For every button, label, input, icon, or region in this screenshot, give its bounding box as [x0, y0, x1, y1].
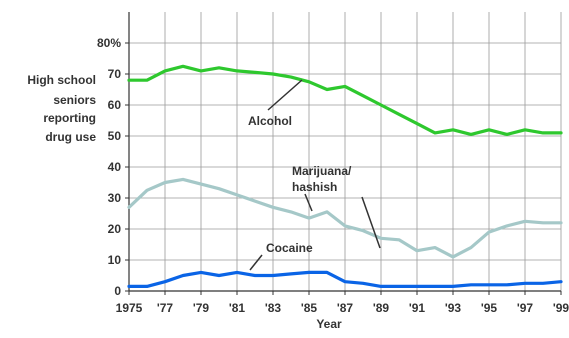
axes	[125, 12, 562, 295]
marijuana-leader-line-right	[361, 196, 381, 249]
y-tick-label-50: 50	[108, 129, 122, 143]
x-tick-label-1997: '97	[517, 301, 534, 315]
y-axis-title-line-2: seniors	[53, 93, 96, 107]
alcohol-leader-line	[267, 79, 303, 111]
series-lines	[127, 64, 563, 288]
x-tick-label-1993: '93	[445, 301, 462, 315]
cocaine-series-label: Cocaine	[266, 241, 313, 255]
y-axis-title-line-3: reporting	[43, 111, 96, 125]
y-tick-label-60: 60	[108, 98, 122, 112]
cocaine-leader-line	[249, 254, 263, 271]
y-axis-title-line-1: High school	[27, 73, 96, 87]
x-tick-label-1975: 1975	[116, 301, 143, 315]
x-tick-label-1999: '99	[553, 301, 569, 315]
y-tick-label-40: 40	[108, 160, 122, 174]
marijuana-leader-line-left	[304, 193, 313, 212]
y-tick-label-0: 0	[114, 284, 121, 298]
y-tick-label-80: 80%	[97, 36, 121, 50]
series-line-alcohol	[127, 64, 563, 136]
x-axis-title: Year	[316, 317, 342, 331]
gridlines	[129, 12, 562, 291]
y-tick-label-70: 70	[108, 67, 122, 81]
x-tick-label-1983: '83	[265, 301, 282, 315]
series-line-cocaine	[127, 270, 563, 288]
x-tick-label-1981: '81	[229, 301, 246, 315]
y-tick-label-30: 30	[108, 191, 122, 205]
x-tick-label-1977: '77	[157, 301, 174, 315]
y-tick-label-10: 10	[108, 253, 122, 267]
axis-titles: Year High school seniors reporting drug use	[27, 73, 342, 331]
x-tick-label-1995: '95	[481, 301, 498, 315]
x-tick-label-1989: '89	[373, 301, 390, 315]
x-tick-label-1987: '87	[337, 301, 354, 315]
y-axis-title-line-4: drug use	[45, 130, 96, 144]
y-tick-label-20: 20	[108, 222, 122, 236]
series-line-marijuana-hashish	[127, 177, 563, 259]
tick-labels: 1975 '77 '79 '81 '83 '85 '87 '89 '91 '93 '95 '97 '99…	[97, 36, 569, 315]
series-labels: Alcohol Marijuana/hashish Cocaine	[248, 79, 381, 271]
marijuana-series-label-line1: Marijuana/	[292, 164, 352, 178]
alcohol-series-label: Alcohol	[248, 114, 292, 128]
marijuana-series-label-line2: hashish	[292, 180, 337, 194]
x-tick-label-1991: '91	[409, 301, 426, 315]
x-tick-label-1979: '79	[193, 301, 210, 315]
x-tick-label-1985: '85	[301, 301, 318, 315]
